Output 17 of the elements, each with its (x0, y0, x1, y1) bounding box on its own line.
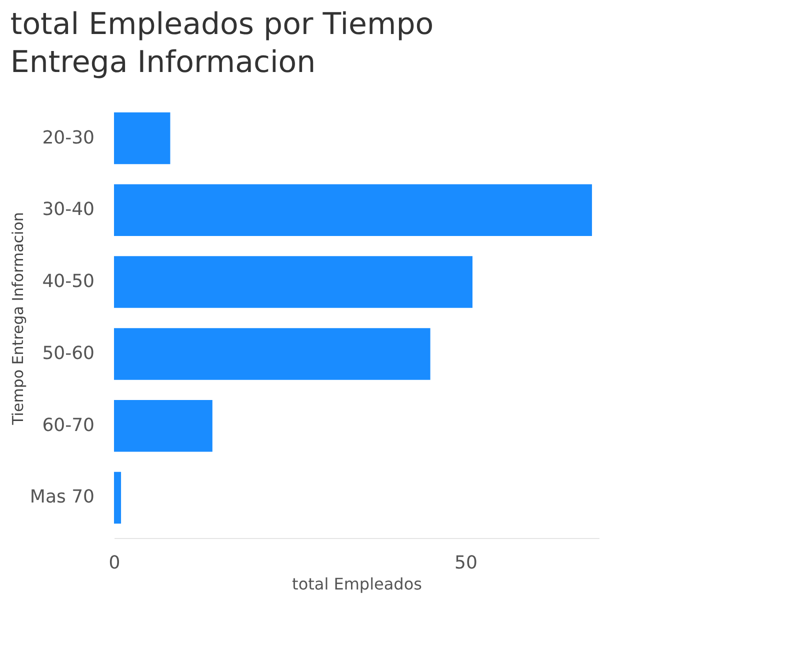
bar (114, 472, 122, 524)
x-axis-title: total Empleados (292, 574, 422, 594)
bar (114, 400, 212, 452)
y-axis-title: Tiempo Entrega Informacion (8, 212, 27, 426)
y-tick-label: 40-50 (42, 271, 94, 292)
chart-title: total Empleados por Tiempo Entrega Informacion (10, 7, 434, 80)
bar (114, 256, 472, 308)
bar (114, 328, 430, 380)
x-tick-label: 50 (454, 552, 478, 574)
y-tick-label: 60-70 (42, 414, 94, 436)
bar (114, 184, 592, 236)
bar (114, 112, 170, 164)
x-tick-label: 0 (108, 552, 120, 574)
y-tick-label: 50-60 (42, 342, 94, 364)
y-tick-label: Mas 70 (30, 486, 94, 508)
y-tick-label: 30-40 (42, 199, 94, 220)
y-tick-label: 20-30 (42, 127, 94, 148)
